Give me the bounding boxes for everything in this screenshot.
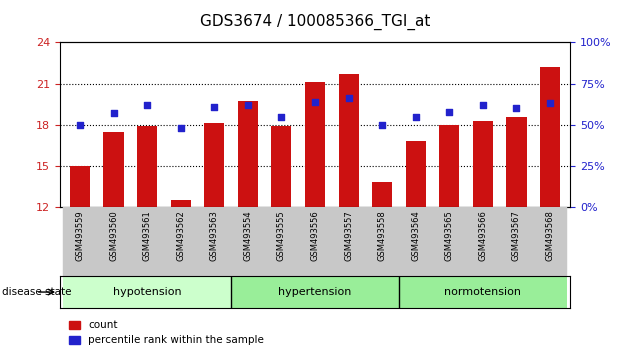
Bar	[399, 207, 433, 276]
Bar	[466, 207, 500, 276]
Text: GSM493563: GSM493563	[210, 211, 219, 261]
Point	[209, 104, 219, 109]
Bar	[540, 67, 560, 207]
Bar	[332, 207, 365, 276]
Legend: count, percentile rank within the sample: count, percentile rank within the sample	[65, 316, 268, 349]
Bar	[272, 126, 292, 207]
Text: GSM493560: GSM493560	[109, 211, 118, 261]
Text: GSM493558: GSM493558	[377, 211, 387, 261]
Text: GSM493564: GSM493564	[411, 211, 420, 261]
Bar	[507, 116, 527, 207]
Text: GDS3674 / 100085366_TGI_at: GDS3674 / 100085366_TGI_at	[200, 14, 430, 30]
Text: hypertension: hypertension	[278, 287, 352, 297]
Bar	[63, 207, 97, 276]
Bar	[472, 121, 493, 207]
Text: GSM493566: GSM493566	[478, 211, 488, 261]
Text: GSM493567: GSM493567	[512, 211, 521, 261]
Point	[478, 102, 488, 108]
Point	[310, 99, 320, 104]
Bar	[204, 124, 224, 207]
Bar	[70, 166, 90, 207]
Bar	[298, 207, 332, 276]
Point	[142, 102, 152, 108]
Text: GSM493559: GSM493559	[76, 211, 84, 261]
Text: GSM493562: GSM493562	[176, 211, 185, 261]
Bar	[406, 141, 426, 207]
Bar	[164, 207, 197, 276]
Bar	[265, 207, 298, 276]
Point	[176, 125, 186, 131]
Bar	[533, 207, 567, 276]
Point	[75, 122, 85, 128]
Point	[108, 110, 118, 116]
Bar	[433, 207, 466, 276]
Point	[277, 114, 287, 119]
Point	[377, 122, 387, 128]
Bar	[238, 102, 258, 207]
Bar	[500, 207, 533, 276]
Bar	[399, 276, 567, 308]
Bar	[130, 207, 164, 276]
Point	[444, 109, 454, 114]
Bar	[197, 207, 231, 276]
Bar	[103, 132, 123, 207]
Bar	[231, 276, 399, 308]
Point	[243, 102, 253, 108]
Text: normotension: normotension	[444, 287, 522, 297]
Text: GSM493554: GSM493554	[243, 211, 253, 261]
Bar	[137, 126, 158, 207]
Point	[343, 96, 353, 101]
Text: GSM493556: GSM493556	[311, 211, 319, 261]
Bar	[171, 200, 191, 207]
Point	[545, 101, 555, 106]
Bar	[97, 207, 130, 276]
Bar	[63, 276, 231, 308]
Bar	[365, 207, 399, 276]
Bar	[439, 125, 459, 207]
Bar	[338, 74, 358, 207]
Text: disease state: disease state	[2, 287, 71, 297]
Bar	[372, 182, 392, 207]
Point	[411, 114, 421, 119]
Text: GSM493561: GSM493561	[142, 211, 152, 261]
Text: GSM493555: GSM493555	[277, 211, 286, 261]
Bar	[305, 82, 325, 207]
Text: hypotension: hypotension	[113, 287, 181, 297]
Bar	[231, 207, 265, 276]
Text: GSM493568: GSM493568	[546, 211, 554, 261]
Text: GSM493565: GSM493565	[445, 211, 454, 261]
Point	[512, 105, 522, 111]
Text: GSM493557: GSM493557	[344, 211, 353, 261]
